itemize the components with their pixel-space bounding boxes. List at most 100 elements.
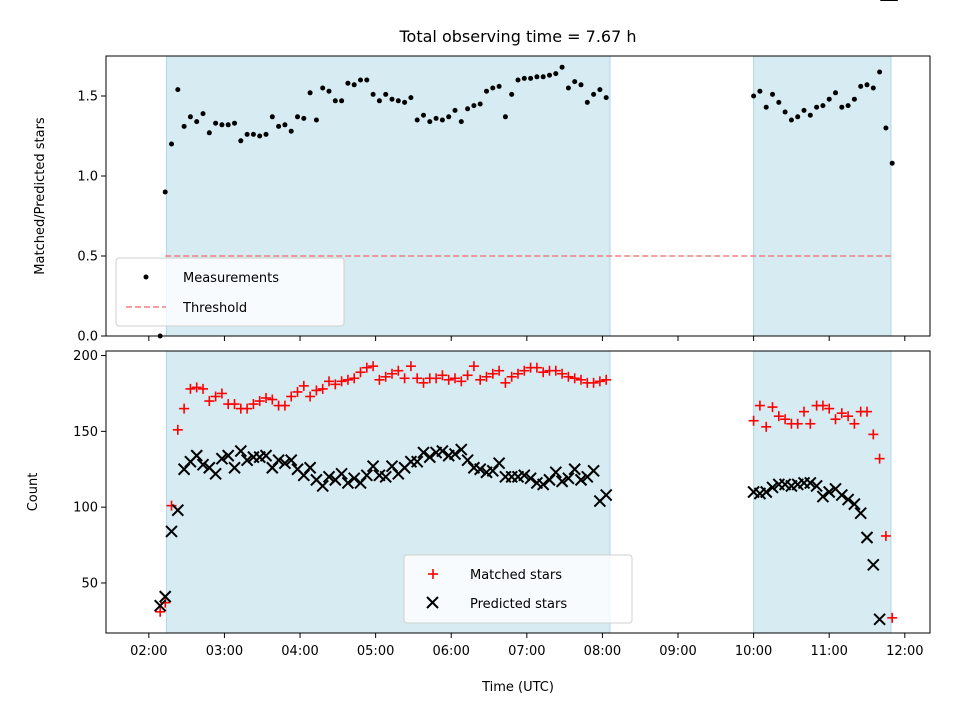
predicted-point-b-88 xyxy=(848,497,861,511)
measurement-point-5 xyxy=(187,114,193,120)
matched-point-46 xyxy=(443,374,454,385)
matched-point-31 xyxy=(349,373,360,384)
top-panel-frame xyxy=(105,55,931,337)
predicted-point-31 xyxy=(348,472,361,485)
predicted-point-b-86 xyxy=(835,488,849,502)
matched-point-87 xyxy=(843,411,854,422)
x-tick-label-10: 12:00 xyxy=(886,644,923,659)
measurement-point-34 xyxy=(370,91,376,97)
matched-point-40 xyxy=(405,361,416,372)
predicted-point-59 xyxy=(524,472,537,485)
predicted-point-b-13 xyxy=(234,444,248,458)
measurement-point-81 xyxy=(807,112,813,118)
measurement-point-1 xyxy=(162,189,168,195)
measurement-point-73 xyxy=(757,88,763,94)
predicted-point-89 xyxy=(854,507,867,520)
top-y-axis-label: Matched/Predicted stars xyxy=(33,117,48,275)
predicted-point-61 xyxy=(536,478,550,491)
measurement-point-41 xyxy=(414,117,420,123)
measurement-point-17 xyxy=(263,131,269,137)
y-tick-label-1-0: 50 xyxy=(81,576,98,591)
predicted-point-64 xyxy=(555,475,569,488)
legend-predicted-marker xyxy=(426,596,439,609)
measurement-point-23 xyxy=(301,115,307,121)
matched-point-25 xyxy=(311,385,322,396)
measurement-point-75 xyxy=(770,91,776,97)
predicted-point-b-14 xyxy=(240,453,254,467)
predicted-point-41 xyxy=(410,455,424,468)
matched-point-34 xyxy=(368,361,379,372)
measurement-point-33 xyxy=(364,77,370,83)
measurement-point-92 xyxy=(877,69,883,75)
measurement-point-66 xyxy=(572,79,578,85)
predicted-point-b-0 xyxy=(153,599,167,612)
predicted-point-b-64 xyxy=(555,475,569,488)
matched-point-49 xyxy=(462,370,473,381)
predicted-point-34 xyxy=(366,460,380,473)
observing-window-bands xyxy=(165,55,892,634)
predicted-point-b-22 xyxy=(291,463,304,476)
predicted-point-b-26 xyxy=(316,479,329,493)
matched-point-84 xyxy=(824,403,835,414)
measurement-point-45 xyxy=(439,117,445,123)
measurement-point-48 xyxy=(458,119,464,125)
matched-point-0 xyxy=(155,606,166,617)
matched-point-72 xyxy=(748,415,759,426)
measurement-point-51 xyxy=(477,101,483,107)
matched-point-5 xyxy=(185,383,196,394)
predicted-point-b-81 xyxy=(804,476,817,490)
matched-point-77 xyxy=(780,414,791,425)
predicted-point-66 xyxy=(568,463,581,476)
predicted-point-b-47 xyxy=(448,447,462,461)
matched-point-24 xyxy=(305,391,316,402)
matched-point-66 xyxy=(569,373,580,384)
measurement-point-69 xyxy=(591,91,597,97)
matched-point-10 xyxy=(216,388,227,399)
predicted-point-84 xyxy=(822,485,836,499)
measurement-point-25 xyxy=(313,117,319,123)
predicted-point-b-87 xyxy=(841,493,855,506)
measurement-point-76 xyxy=(776,99,782,105)
top-legend: Measurements Threshold xyxy=(115,257,345,327)
predicted-point-b-60 xyxy=(530,476,544,490)
measurement-point-90 xyxy=(864,82,870,88)
measurement-point-37 xyxy=(389,96,395,102)
matched-point-93 xyxy=(880,530,891,541)
matched-point-28 xyxy=(330,379,341,390)
predicted-point-b-43 xyxy=(423,450,437,464)
matched-point-69 xyxy=(588,377,599,388)
predicted-point-b-90 xyxy=(860,531,874,544)
matched-point-33 xyxy=(361,362,372,373)
measurement-point-21 xyxy=(288,128,294,134)
matched-point-44 xyxy=(431,373,442,384)
matched-point-75 xyxy=(767,402,778,413)
predicted-point-b-10 xyxy=(215,452,229,465)
measurement-point-82 xyxy=(814,104,820,110)
predicted-point-b-89 xyxy=(854,507,867,520)
matched-point-30 xyxy=(342,374,353,385)
predicted-point-b-65 xyxy=(562,472,575,485)
predicted-point-71 xyxy=(599,488,613,502)
predicted-point-b-91 xyxy=(867,558,880,571)
matched-point-9 xyxy=(210,391,221,402)
measurement-point-8 xyxy=(206,130,212,136)
matched-point-12 xyxy=(229,399,240,410)
matched-point-36 xyxy=(380,371,391,382)
measurement-point-4 xyxy=(181,123,187,129)
measurement-point-44 xyxy=(433,115,439,121)
predicted-point-36 xyxy=(379,470,392,484)
matched-point-8 xyxy=(204,396,215,407)
matched-point-4 xyxy=(179,403,190,414)
matched-point-70 xyxy=(594,376,605,387)
chart-title: Total observing time = 7.67 h xyxy=(398,27,636,46)
predicted-point-45 xyxy=(436,444,449,458)
observing-window-0-1 xyxy=(753,55,892,337)
measurement-point-71 xyxy=(603,95,609,101)
measurement-point-78 xyxy=(788,117,794,123)
matched-point-42 xyxy=(418,377,429,388)
predicted-point-b-50 xyxy=(467,461,481,474)
predicted-point-11 xyxy=(222,449,235,462)
matched-point-53 xyxy=(487,368,498,379)
y-tick-label-0-0: 0.0 xyxy=(77,330,98,345)
predicted-point-30 xyxy=(341,476,355,490)
